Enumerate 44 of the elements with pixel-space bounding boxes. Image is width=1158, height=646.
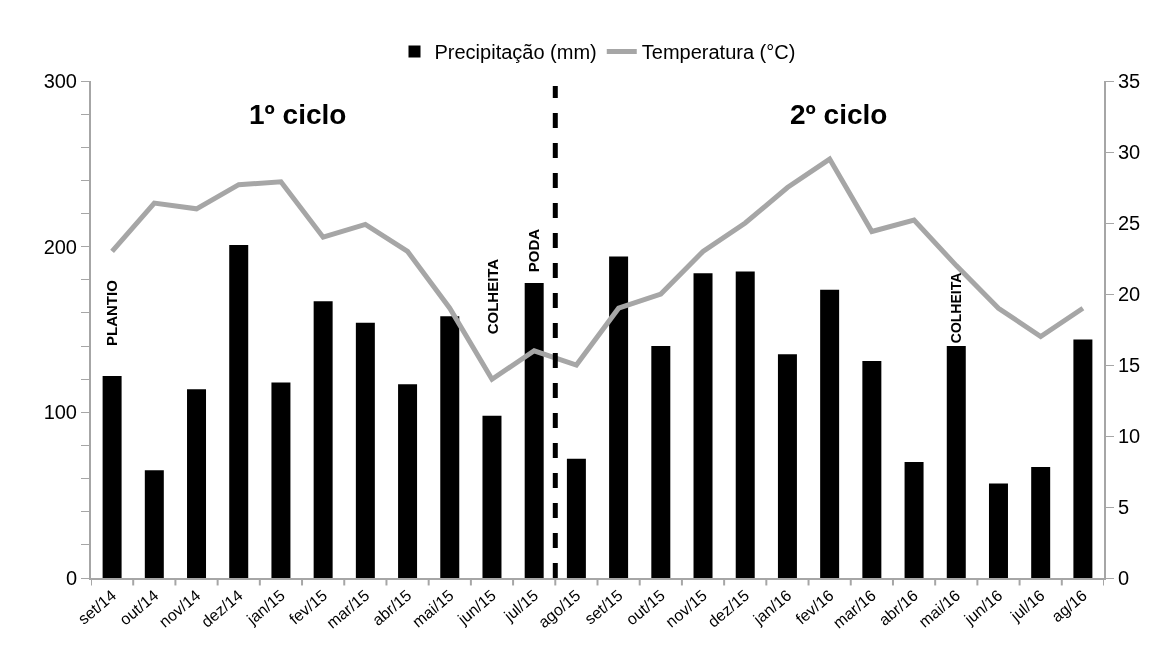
annotation: PLANTIO [103,279,121,347]
annotation: COLHEITA [483,258,501,335]
y2-tick-label: 10 [1118,425,1141,447]
annotation: 2º ciclo [790,99,888,130]
bar [566,458,586,578]
y2-tick-label: 15 [1118,354,1141,376]
y-tick-label: 100 [43,401,77,424]
annotation: COLHEITA [948,272,965,344]
y2-tick-label: 25 [1118,212,1141,234]
bar [102,375,122,578]
y-tick-label: 200 [43,235,77,258]
legend-label: Precipitação (mm) [434,41,597,64]
y2-tick-label: 30 [1118,141,1141,163]
bar [988,483,1008,578]
bar [735,271,755,578]
bar [524,283,544,578]
y2-tick-label: 20 [1118,283,1141,305]
bar [271,382,291,578]
bar [1031,467,1051,578]
bar [946,346,966,578]
bar [651,346,671,578]
y-tick-label: 0 [65,567,77,589]
bar [313,301,333,578]
bar [355,322,375,578]
bar [187,389,207,578]
bar [229,245,249,578]
bar [777,354,797,578]
y2-tick-label: 35 [1118,70,1141,92]
bar [1073,339,1093,578]
annotation: PODA [525,228,543,273]
bar [398,384,418,578]
bar [862,360,882,578]
bar [144,470,164,578]
annotation: 1º ciclo [249,99,347,130]
y-tick-label: 300 [43,70,77,92]
y2-tick-label: 5 [1118,496,1130,518]
bar [609,256,629,578]
bar [820,289,840,578]
bar [693,273,713,578]
legend-label: Temperatura (°C) [641,41,796,64]
bar [440,316,460,578]
bar [904,462,924,578]
y2-tick-label: 0 [1118,567,1130,589]
bar [482,415,502,578]
